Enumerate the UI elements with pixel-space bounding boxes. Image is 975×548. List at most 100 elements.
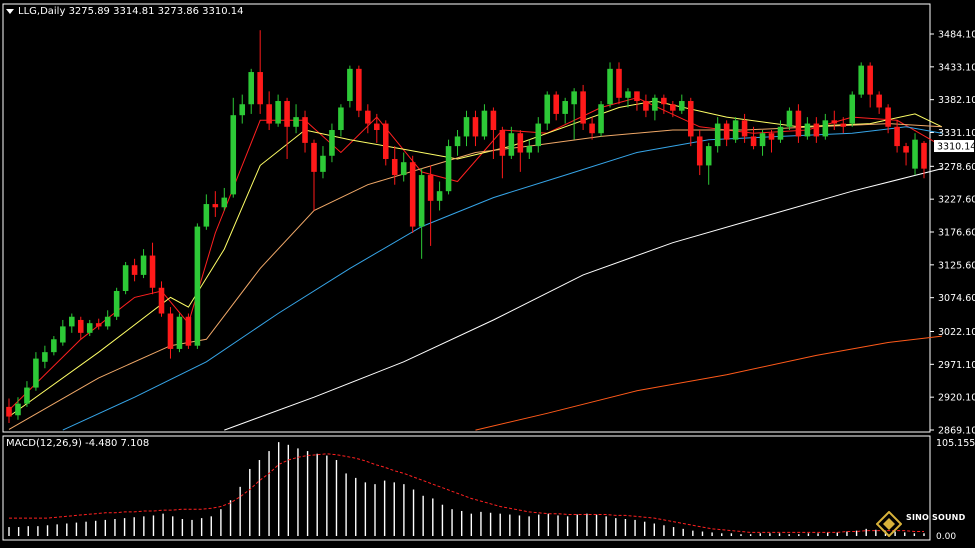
- candle-bear: [149, 255, 156, 288]
- candle-bull: [293, 117, 299, 127]
- price-tick-label: 2920.10: [938, 393, 975, 404]
- macd-axis-top-label: 105.155: [936, 438, 975, 449]
- price-tick-label: 3227.60: [938, 195, 975, 206]
- candle-bull: [714, 123, 721, 147]
- candle-bull: [436, 191, 443, 201]
- candle-bull: [786, 110, 793, 127]
- candle-bear: [750, 136, 757, 147]
- candle-bull: [15, 403, 21, 416]
- candle-bear: [517, 133, 524, 153]
- candle-bull: [481, 110, 488, 137]
- current-price-label: 3310.14: [937, 142, 975, 153]
- candle-bear: [490, 110, 497, 131]
- candle-bull: [849, 94, 856, 124]
- candle-bear: [391, 158, 398, 176]
- price-tick-label: 2971.10: [938, 360, 975, 371]
- candle-bear: [131, 265, 138, 275]
- candle-bull: [544, 94, 551, 124]
- price-tick-label: 3125.60: [938, 260, 975, 271]
- candle-bull: [652, 97, 658, 111]
- candle-bear: [741, 120, 748, 137]
- candle-bull: [625, 91, 631, 98]
- current-price-tag: [934, 140, 974, 153]
- candle-bear: [634, 91, 640, 102]
- diamond-emblem-icon: [876, 511, 902, 537]
- macd-axis-bottom-label: 0.00: [936, 532, 956, 542]
- candle-bull: [239, 104, 246, 116]
- candle-bull: [705, 146, 712, 166]
- ma-white-line: [224, 168, 943, 431]
- candle-bull: [24, 387, 30, 404]
- candle-bull: [526, 146, 533, 153]
- candle-bull: [320, 155, 326, 172]
- candle-bear: [302, 117, 308, 143]
- candle-bull: [777, 126, 784, 140]
- candle-bear: [921, 142, 927, 169]
- candle-bear: [616, 68, 622, 98]
- candle-bull: [562, 101, 568, 114]
- candle-bear: [311, 142, 317, 172]
- candle-bear: [257, 72, 263, 105]
- candle-bull: [122, 265, 129, 291]
- candle-bull: [42, 352, 48, 362]
- candle-bull: [679, 101, 685, 111]
- candle-bull: [113, 290, 120, 317]
- ma-blue-line: [62, 126, 942, 431]
- candle-bear: [356, 68, 362, 111]
- candle-bull: [607, 68, 613, 105]
- candle-bull: [248, 72, 254, 105]
- candle-bull: [571, 91, 577, 105]
- candle-bear: [661, 97, 667, 105]
- candle-bear: [409, 162, 416, 227]
- macd-signal-line: [9, 453, 924, 533]
- candle-bull: [140, 255, 147, 275]
- candle-bull: [912, 139, 918, 169]
- candle-bull: [508, 133, 515, 156]
- candle-bear: [643, 101, 649, 111]
- candle-bull: [69, 316, 75, 327]
- candle-bear: [382, 123, 389, 159]
- dropdown-triangle-icon[interactable]: [6, 8, 14, 14]
- candle-bear: [813, 123, 820, 137]
- candle-bear: [894, 126, 900, 147]
- price-tick-label: 3484.10: [938, 30, 975, 41]
- candle-bear: [723, 123, 730, 140]
- candle-bear: [687, 101, 694, 137]
- candle-bull: [329, 130, 335, 156]
- candle-bear: [903, 146, 909, 153]
- macd-panel-frame: [2, 435, 931, 541]
- candle-bear: [696, 136, 703, 166]
- chart-header: LLG,Daily 3275.89 3314.81 3273.86 3310.1…: [6, 6, 244, 17]
- ma-orange-line: [475, 335, 942, 431]
- candle-bull: [203, 204, 210, 227]
- candle-bull: [445, 146, 452, 192]
- candle-bull: [230, 115, 237, 195]
- candle-bear: [365, 110, 371, 124]
- candle-bear: [167, 313, 174, 349]
- candle-bear: [212, 204, 219, 208]
- candle-bull: [347, 68, 353, 102]
- candle-bull: [535, 123, 542, 147]
- candle-bear: [840, 123, 847, 127]
- price-tick-label: 3331.10: [938, 128, 975, 139]
- candle-bull: [33, 358, 39, 388]
- candle-bull: [418, 175, 425, 227]
- price-tick-label: 3382.10: [938, 95, 975, 106]
- candle-bear: [266, 104, 272, 124]
- candle-bull: [275, 101, 281, 124]
- symbol-label: LLG,Daily: [18, 6, 66, 17]
- candle-bull: [463, 117, 470, 137]
- candle-bear: [374, 123, 380, 131]
- candle-bear: [885, 107, 891, 127]
- price-tick-label: 3433.10: [938, 62, 975, 73]
- candle-bull: [822, 120, 829, 137]
- price-tick-label: 3278.60: [938, 162, 975, 173]
- candle-bear: [427, 175, 434, 201]
- candle-bear: [831, 120, 838, 124]
- candle-bear: [95, 323, 102, 327]
- brand-name: SINO SOUND: [906, 513, 966, 522]
- candle-bull: [454, 136, 461, 147]
- candle-bear: [768, 133, 775, 140]
